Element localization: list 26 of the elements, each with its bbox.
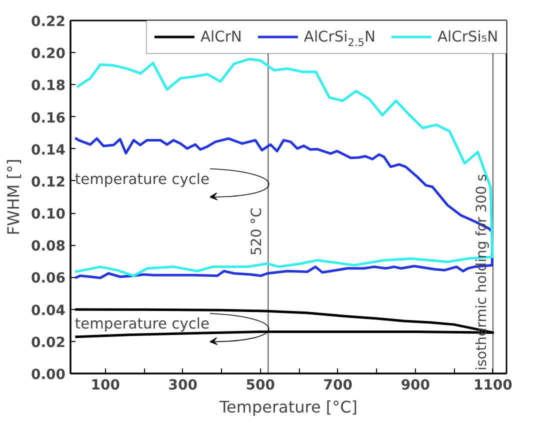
y-tick-label: 0.04 [30, 302, 66, 319]
annotation: temperature cycle [74, 316, 210, 333]
annotation: temperature cycle [74, 170, 210, 188]
x-tick-label: 500 [246, 378, 276, 394]
x-axis-title: Temperature [°C] [218, 398, 358, 416]
y-tick-label: 0.22 [30, 14, 66, 30]
y-tick-label: 0.16 [30, 110, 66, 126]
y-tick-label: 0.10 [30, 206, 66, 223]
y-axis-title: FWHM [°] [4, 158, 23, 236]
ref-line-label: 520 °C [249, 207, 266, 256]
x-tick-label: 100 [90, 378, 120, 394]
y-tick-label: 0.20 [30, 46, 66, 62]
x-tick-label: 300 [168, 378, 198, 394]
ref-line-label: isothermic holding for 300 s [474, 174, 490, 370]
y-tick-label: 0.08 [30, 238, 66, 255]
y-tick-label: 0.00 [30, 367, 66, 383]
y-tick-label: 0.02 [30, 334, 66, 351]
x-tick-label: 900 [400, 378, 430, 394]
legend-label: AlCrSi₅N [437, 28, 498, 46]
legend-label: AlCrN [200, 28, 242, 46]
y-tick-label: 0.14 [30, 142, 66, 158]
x-tick-label: 700 [323, 378, 353, 394]
y-tick-label: 0.12 [30, 174, 66, 190]
x-tick-label: 1100 [473, 378, 513, 394]
y-tick-label: 0.06 [30, 270, 66, 287]
y-tick-label: 0.18 [30, 78, 66, 94]
